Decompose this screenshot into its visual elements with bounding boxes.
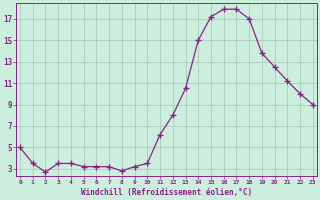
X-axis label: Windchill (Refroidissement éolien,°C): Windchill (Refroidissement éolien,°C) xyxy=(81,188,252,197)
